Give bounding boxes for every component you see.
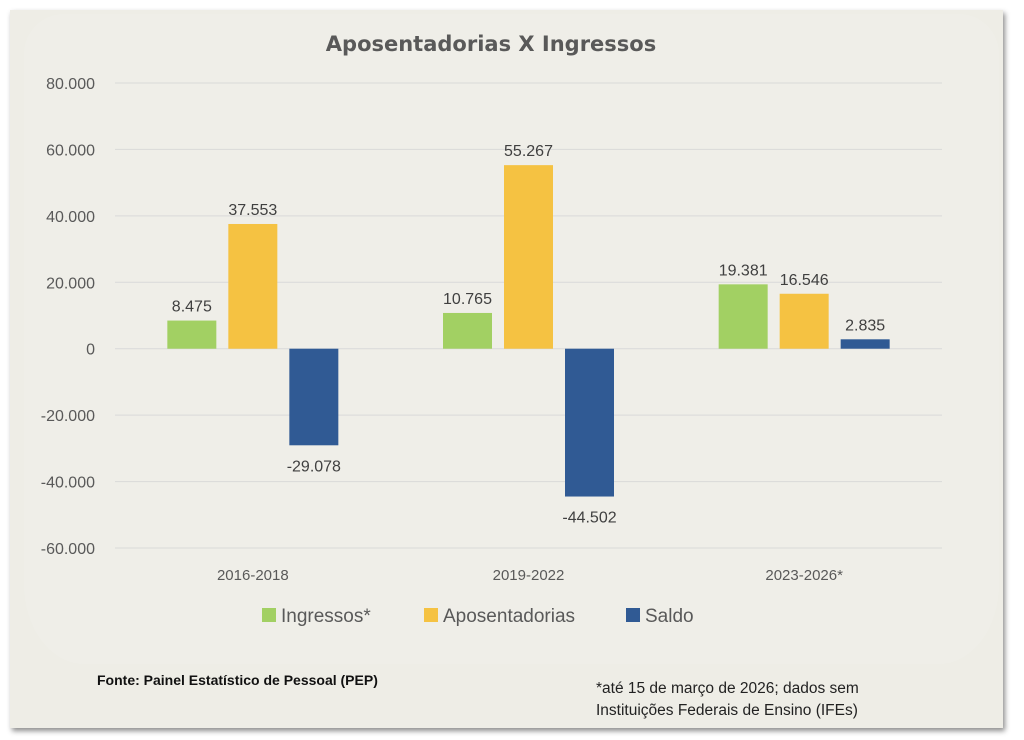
y-tick-label: 20.000 xyxy=(46,275,95,292)
data-label: -29.078 xyxy=(287,458,341,475)
bar-aposentadorias-2023-2026 xyxy=(779,293,829,349)
legend-label: Aposentadorias xyxy=(443,606,575,627)
x-tick-label: 2023-2026* xyxy=(765,567,843,584)
legend-swatch-ingressos xyxy=(262,608,276,622)
y-tick-label: 40.000 xyxy=(46,209,95,226)
data-label: 16.546 xyxy=(780,272,829,289)
bar-aposentadorias-2019-2022 xyxy=(504,165,553,349)
legend-label: Ingressos* xyxy=(281,606,371,627)
y-tick-label: -20.000 xyxy=(41,408,95,425)
data-label: 37.553 xyxy=(228,202,277,219)
y-tick-label: 0 xyxy=(86,342,95,359)
bar-ingressos-2019-2022 xyxy=(443,312,492,349)
legend: Ingressos* Aposentadorias Saldo xyxy=(262,606,694,627)
bar-saldo-2016-2018 xyxy=(289,348,339,446)
bar-ingressos-2023-2026 xyxy=(718,284,768,349)
legend-swatch-saldo xyxy=(626,608,640,622)
y-tick-label: 60.000 xyxy=(46,142,95,159)
bars xyxy=(167,165,890,497)
data-label: 2.835 xyxy=(845,317,885,334)
footnote-line-1: *até 15 de março de 2026; dados sem xyxy=(596,680,859,697)
footnote: *até 15 de março de 2026; dados sem Inst… xyxy=(596,678,859,722)
bar-ingressos-2016-2018 xyxy=(167,320,217,349)
data-label: 55.267 xyxy=(504,143,553,160)
legend-swatch-aposentadorias xyxy=(424,608,438,622)
bar-aposentadorias-2016-2018 xyxy=(228,223,278,349)
footnote-line-2: Instituições Federais de Ensino (IFEs) xyxy=(596,702,858,719)
data-label: 8.475 xyxy=(172,299,212,316)
bar-saldo-2019-2022 xyxy=(565,348,614,497)
source-note: Fonte: Painel Estatístico de Pessoal (PE… xyxy=(97,672,378,688)
y-axis-ticks: 80.000 60.000 40.000 20.000 0 -20.000 -40.000 -… xyxy=(41,76,95,558)
x-tick-label: 2016-2018 xyxy=(217,567,289,584)
legend-label: Saldo xyxy=(645,606,694,627)
bar-saldo-2023-2026 xyxy=(840,339,890,349)
chart-title: Aposentadorias X Ingressos xyxy=(326,32,656,56)
x-axis-ticks: 2016-2018 2019-2022 2023-2026* xyxy=(217,567,843,584)
y-tick-label: 80.000 xyxy=(46,76,95,93)
data-label: 10.765 xyxy=(443,291,492,308)
y-tick-label: -60.000 xyxy=(41,541,95,558)
data-label: -44.502 xyxy=(562,510,616,527)
data-labels: 8.475 37.553 -29.078 10.765 55.267 -44.502 19.… xyxy=(172,143,885,526)
y-tick-label: -40.000 xyxy=(41,475,95,492)
data-label: 19.381 xyxy=(719,262,768,279)
x-tick-label: 2019-2022 xyxy=(493,567,565,584)
